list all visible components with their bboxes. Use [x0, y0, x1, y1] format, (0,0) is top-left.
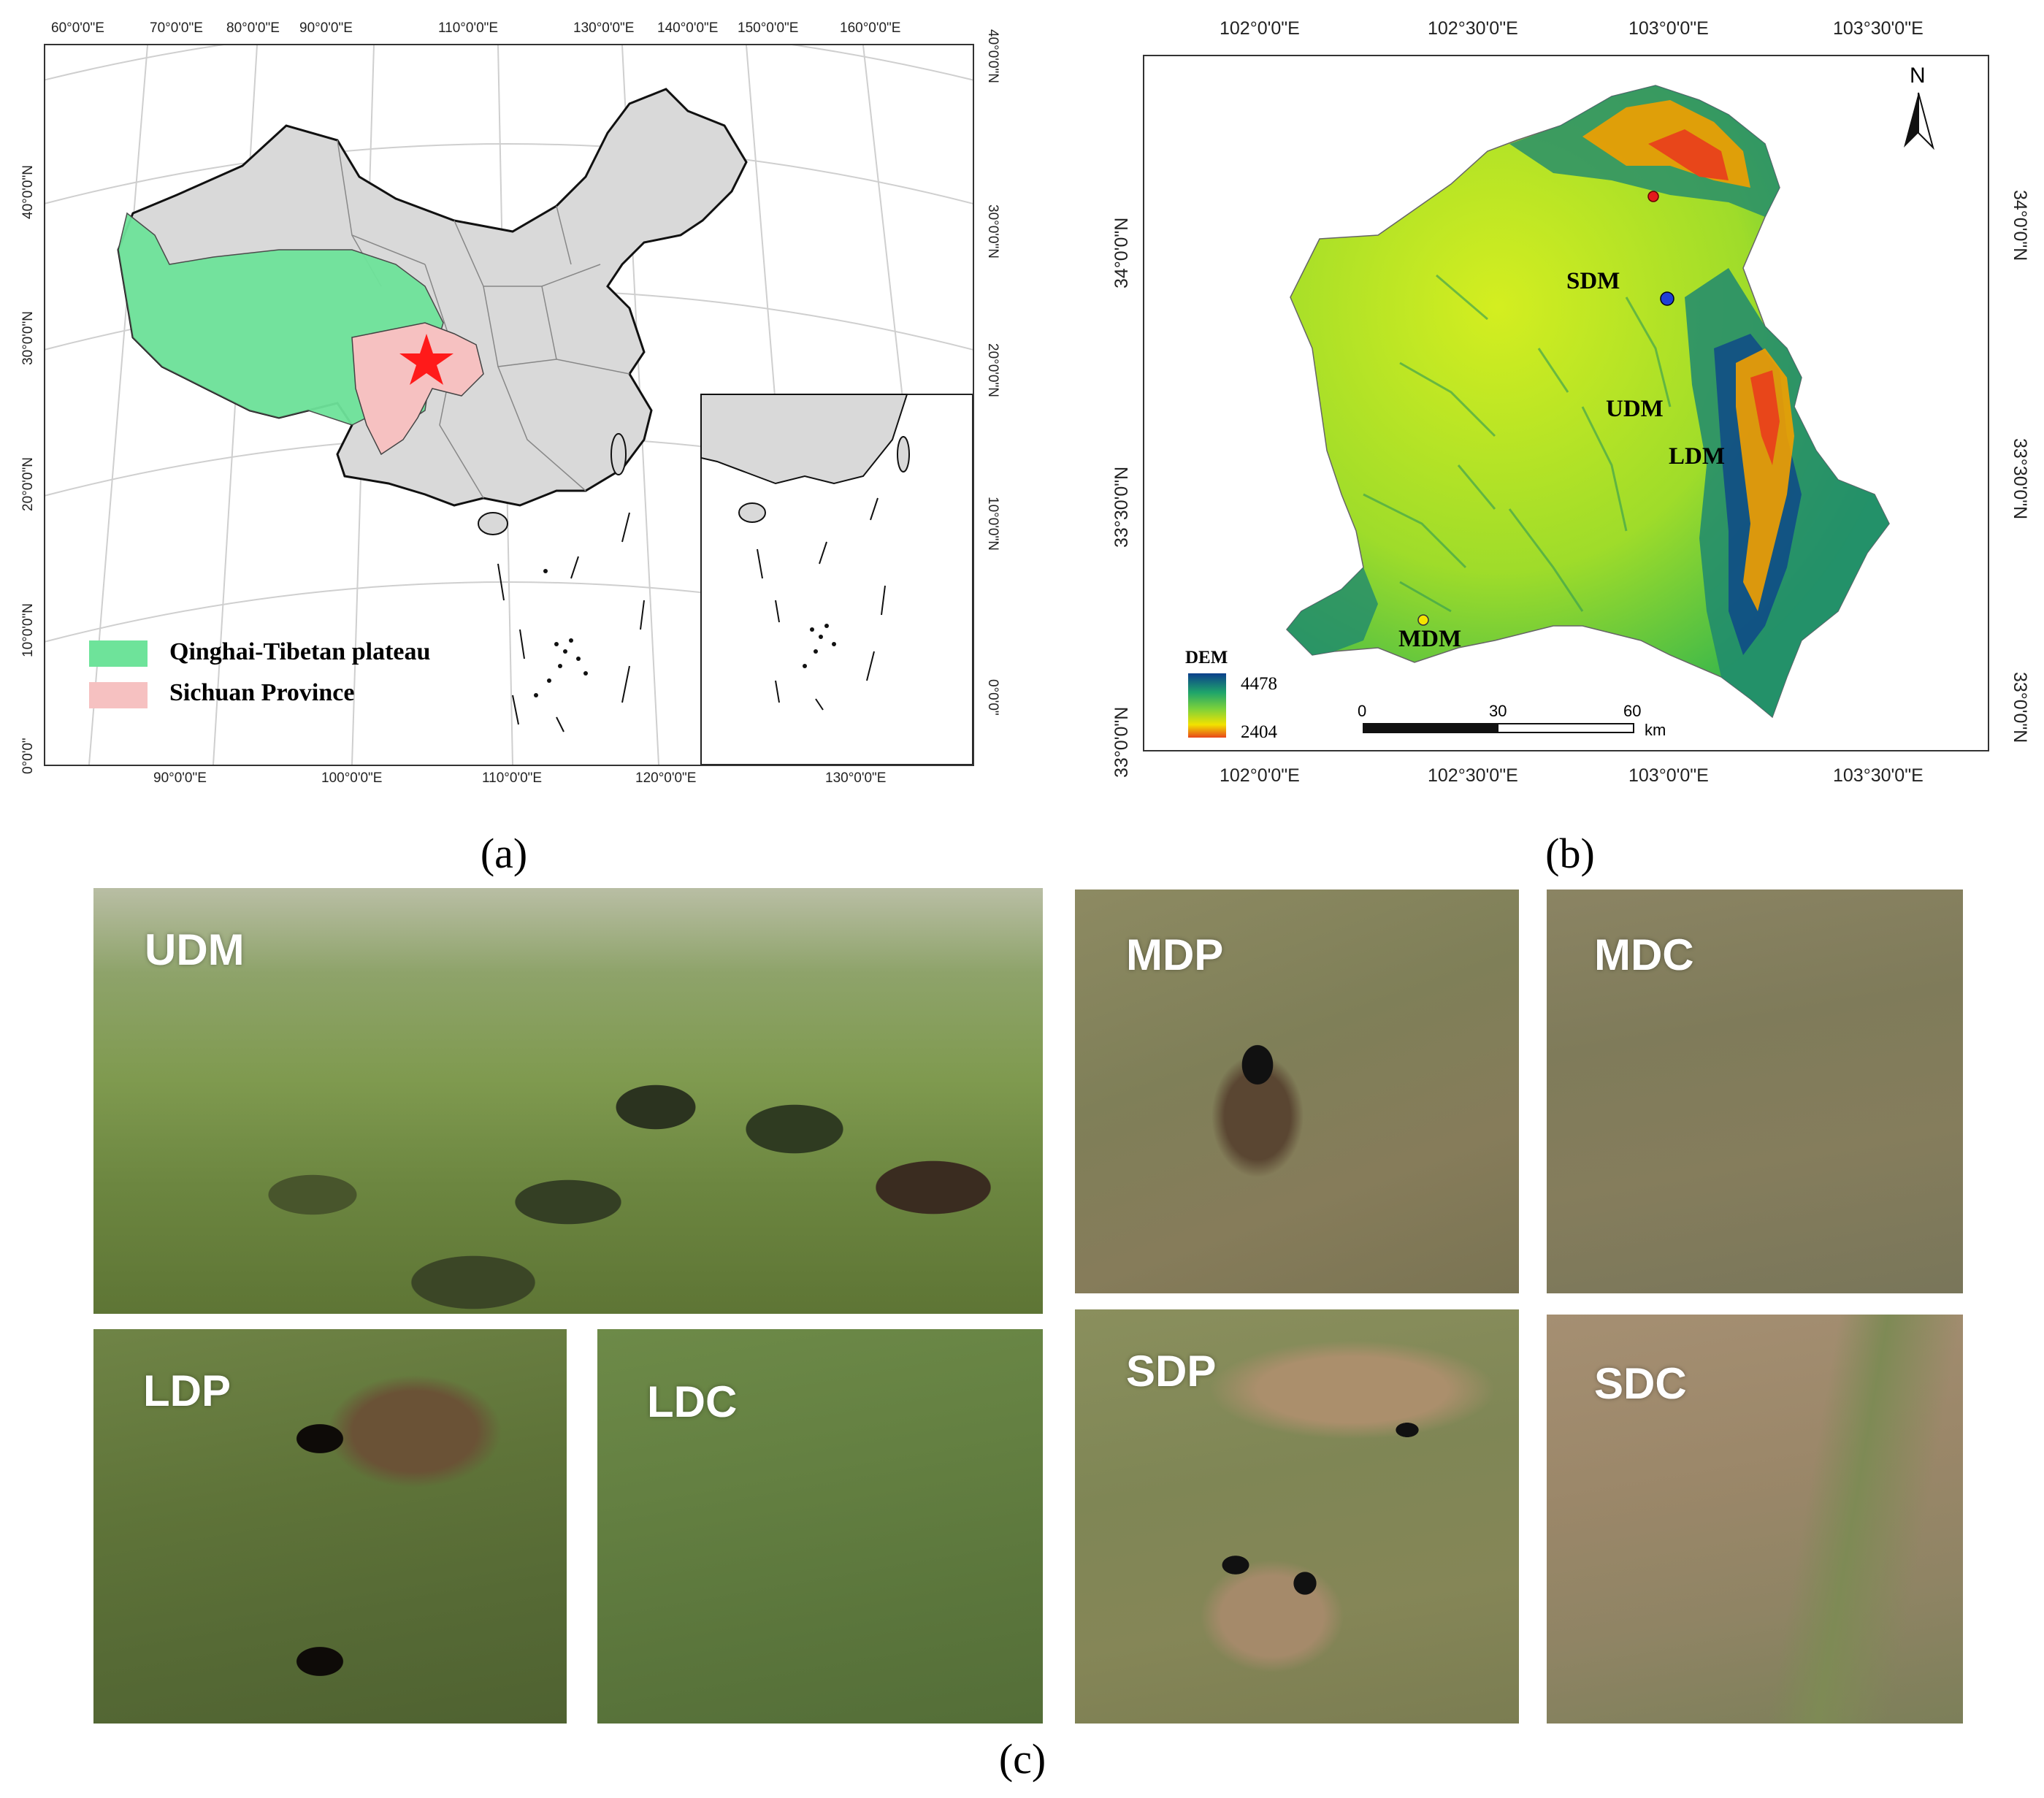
tick-label: 120°0'0"E: [635, 770, 697, 786]
scale-unit: km: [1645, 721, 1666, 739]
tick-label: 0°0'0": [20, 738, 36, 774]
photo-label-ldc: LDC: [647, 1377, 738, 1426]
tick-label: 40°0'0"N: [20, 165, 36, 219]
tick-label: 102°30'0"E: [1428, 18, 1518, 39]
site-marker-mdm: [1417, 614, 1429, 626]
caption-b: (b): [1545, 830, 1595, 877]
tick-label: 130°0'0"E: [573, 20, 635, 36]
dem-title: DEM: [1185, 648, 1228, 667]
study-area-star-icon: [399, 334, 453, 385]
dem-min: 2404: [1241, 722, 1277, 742]
tick-label: 80°0'0"E: [226, 20, 280, 36]
site-label-ldm: LDM: [1669, 443, 1725, 470]
site-label-sdm: SDM: [1566, 268, 1620, 294]
tick-label: 10°0'0"N: [985, 497, 1000, 551]
tick-label: 110°0'0"E: [438, 20, 499, 36]
sichuan-province: [351, 322, 484, 456]
photo-udm: UDM: [93, 888, 1043, 1314]
caption-a: (a): [480, 830, 528, 877]
site-label-udm: UDM: [1606, 396, 1664, 422]
tick-label: 150°0'0"E: [738, 20, 799, 36]
photo-label-sdp: SDP: [1126, 1347, 1217, 1396]
tick-label: 0°0'0": [985, 679, 1000, 716]
tick-label: 90°0'0"E: [153, 770, 207, 786]
scale-tick: 60: [1623, 702, 1642, 720]
legend-label-plateau: Qinghai-Tibetan plateau: [169, 638, 431, 665]
panel-b-map: SDM UDM LDM MDM N DEM 4478 2404 0 30 60 …: [1143, 55, 1989, 751]
tick-label: 70°0'0"E: [150, 20, 203, 36]
panel-a-map: Qinghai-Tibetan plateau Sichuan Province: [44, 44, 974, 766]
tick-label: 20°0'0"N: [985, 343, 1000, 397]
tick-label: 130°0'0"E: [825, 770, 887, 786]
photo-ldp: LDP: [93, 1329, 567, 1724]
tick-label: 103°0'0"E: [1628, 765, 1709, 786]
scale-tick: 30: [1489, 702, 1507, 720]
tick-label: 33°30'0"N: [2010, 438, 2030, 520]
dem-colorbar: [1188, 673, 1226, 738]
photo-mdc: MDC: [1547, 890, 1963, 1293]
tick-label: 103°30'0"E: [1833, 18, 1924, 39]
photo-label-udm: UDM: [145, 925, 245, 974]
tick-label: 103°0'0"E: [1628, 18, 1709, 39]
tick-label: 40°0'0"N: [985, 29, 1000, 83]
tick-label: 102°0'0"E: [1220, 18, 1300, 39]
scale-tick: 0: [1358, 702, 1367, 720]
site-label-mdm: MDM: [1398, 626, 1462, 652]
site-marker-udm: [1660, 291, 1674, 306]
tick-label: 30°0'0"N: [20, 311, 36, 365]
site-marker-sdm: [1647, 191, 1659, 202]
photo-ldc: LDC: [597, 1329, 1043, 1724]
tick-label: 102°30'0"E: [1428, 765, 1518, 786]
north-label: N: [1910, 64, 1926, 88]
tick-label: 100°0'0"E: [321, 770, 383, 786]
tick-label: 60°0'0"E: [51, 20, 104, 36]
photo-label-mdc: MDC: [1594, 930, 1694, 979]
photo-sdp: SDP: [1075, 1309, 1519, 1724]
caption-c: (c): [998, 1735, 1046, 1783]
photo-label-mdp: MDP: [1126, 930, 1224, 979]
tick-label: 33°0'0"N: [2010, 672, 2030, 743]
tick-label: 34°0'0"N: [2010, 190, 2030, 261]
photo-label-sdc: SDC: [1594, 1359, 1687, 1408]
legend-swatch-plateau: [89, 640, 148, 667]
china-map-canvas: [45, 45, 973, 765]
legend-label-sichuan: Sichuan Province: [169, 679, 355, 706]
north-arrow-icon: [1904, 93, 1918, 148]
dem-map-canvas: [1188, 85, 1934, 738]
tick-label: 34°0'0"N: [1111, 217, 1132, 288]
tick-label: 140°0'0"E: [657, 20, 719, 36]
photo-mdp: MDP: [1075, 890, 1519, 1293]
photo-sdc: SDC: [1547, 1315, 1963, 1724]
tick-label: 20°0'0"N: [20, 457, 36, 511]
legend-swatch-sichuan: [89, 682, 148, 708]
tick-label: 10°0'0"N: [20, 603, 36, 657]
tick-label: 33°0'0"N: [1111, 706, 1132, 778]
tick-label: 103°30'0"E: [1833, 765, 1924, 786]
tick-label: 160°0'0"E: [840, 20, 901, 36]
tick-label: 110°0'0"E: [482, 770, 543, 786]
photo-label-ldp: LDP: [143, 1366, 231, 1415]
tick-label: 102°0'0"E: [1220, 765, 1300, 786]
tick-label: 33°30'0"N: [1111, 466, 1132, 548]
dem-max: 4478: [1241, 674, 1277, 694]
tick-label: 30°0'0"N: [985, 204, 1000, 259]
tick-label: 90°0'0"E: [299, 20, 353, 36]
